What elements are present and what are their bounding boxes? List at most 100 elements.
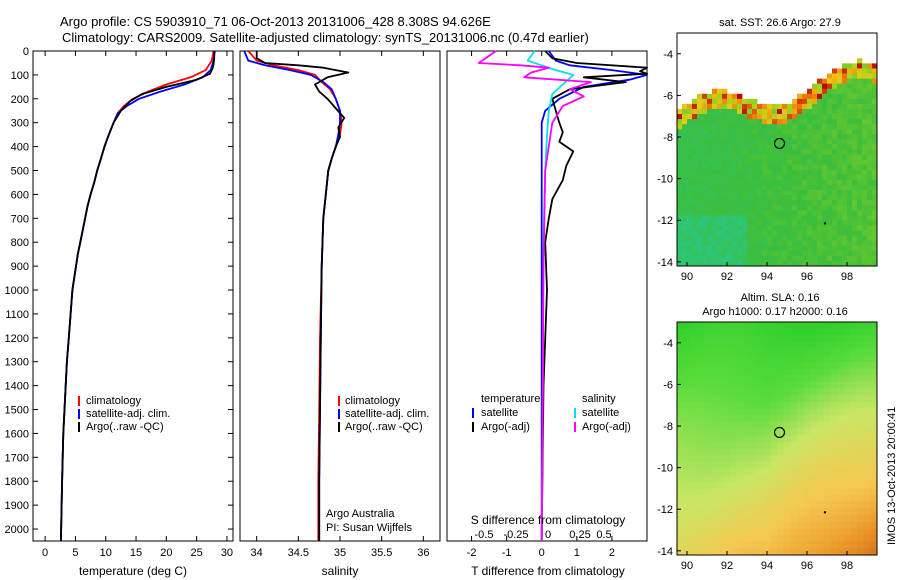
map-cell xyxy=(857,548,865,556)
map-cell xyxy=(850,501,858,509)
map-cell xyxy=(752,108,758,115)
map-cell xyxy=(710,408,718,416)
map-cell xyxy=(857,68,863,74)
map-cell xyxy=(842,134,848,140)
map-cell xyxy=(867,78,873,85)
map-cell xyxy=(752,179,758,186)
map-cell xyxy=(827,144,833,150)
map-cell xyxy=(777,159,783,166)
map-cell xyxy=(692,220,698,226)
map-cell xyxy=(703,541,711,549)
map-cell xyxy=(730,428,738,436)
map-cell xyxy=(742,190,748,196)
map-cell xyxy=(797,245,803,252)
map-cell xyxy=(810,401,818,409)
map-cell xyxy=(732,114,738,120)
map-cell xyxy=(717,515,725,523)
map-cell xyxy=(847,154,853,161)
map-cell xyxy=(807,240,813,247)
map-cell xyxy=(737,225,743,231)
map-cell xyxy=(777,328,785,336)
map-cell xyxy=(747,134,753,140)
map-cell xyxy=(750,341,758,350)
map-cell xyxy=(763,322,771,330)
map-cell xyxy=(803,415,811,423)
map-cell xyxy=(703,548,711,556)
map-cell xyxy=(682,129,688,135)
map-cell xyxy=(677,475,685,483)
map-cell xyxy=(857,475,865,483)
map-cell xyxy=(803,461,811,469)
map-cell xyxy=(682,250,688,257)
map-cell xyxy=(830,481,838,489)
map-cell xyxy=(772,210,778,216)
map-cell xyxy=(832,78,838,85)
map-cell xyxy=(843,388,851,396)
map-cell xyxy=(717,441,725,449)
map-cell xyxy=(807,230,813,237)
map-cell xyxy=(857,415,865,423)
map-cell xyxy=(750,335,758,343)
map-cell xyxy=(787,184,793,191)
map-cell xyxy=(703,375,711,383)
map-cell xyxy=(757,381,765,389)
map-cell xyxy=(707,103,713,110)
map-cell xyxy=(872,78,878,85)
map-cell xyxy=(737,388,745,396)
map-cell xyxy=(857,245,863,252)
map-cell xyxy=(757,164,763,171)
map-cell xyxy=(857,255,863,262)
y-tick-label: 1100 xyxy=(5,309,29,321)
map-cell xyxy=(843,448,851,456)
map-cell xyxy=(702,215,708,221)
map-cell xyxy=(763,515,771,523)
map-cell xyxy=(857,230,863,237)
map-cell xyxy=(762,119,768,125)
map-cell xyxy=(817,149,823,155)
map-cell xyxy=(867,225,873,231)
map-cell xyxy=(717,408,725,416)
map-cell xyxy=(803,348,811,356)
map-cell xyxy=(763,481,771,489)
map-cell xyxy=(687,200,693,206)
map-cell xyxy=(870,408,878,416)
map-cell xyxy=(777,401,785,409)
map-cell xyxy=(827,169,833,176)
map-cell xyxy=(750,361,758,369)
map-cell xyxy=(690,408,698,416)
map-cell xyxy=(770,341,778,350)
map-cell xyxy=(870,468,878,476)
map-cell xyxy=(783,515,791,523)
map-cell xyxy=(783,508,791,516)
map-cell xyxy=(717,461,725,469)
map-cell xyxy=(777,200,783,206)
map-cell xyxy=(863,535,871,543)
map-cell xyxy=(837,521,845,529)
map-cell xyxy=(847,200,853,206)
map-cell xyxy=(683,461,691,469)
map-cell xyxy=(870,448,878,456)
map-cell xyxy=(802,250,808,257)
map-cell xyxy=(807,225,813,231)
map-cell xyxy=(777,375,785,383)
map-cell xyxy=(792,250,798,257)
map-cell xyxy=(797,210,803,216)
map-cell xyxy=(717,481,725,489)
map-cell xyxy=(737,355,745,363)
map-cell xyxy=(857,501,865,509)
map-cell xyxy=(730,468,738,476)
map-cell xyxy=(723,441,731,449)
map-cell xyxy=(837,395,845,403)
map-cell xyxy=(797,124,803,130)
map-cell xyxy=(870,361,878,369)
map-cell xyxy=(727,159,733,166)
map-cell xyxy=(797,139,803,145)
map-cell xyxy=(677,508,685,516)
map-cell xyxy=(777,195,783,201)
map-cell xyxy=(677,528,685,536)
map-cell xyxy=(682,230,688,237)
map-cell xyxy=(682,154,688,161)
map-cell xyxy=(872,200,878,206)
map-cell xyxy=(763,368,771,376)
map-cell xyxy=(862,129,868,135)
